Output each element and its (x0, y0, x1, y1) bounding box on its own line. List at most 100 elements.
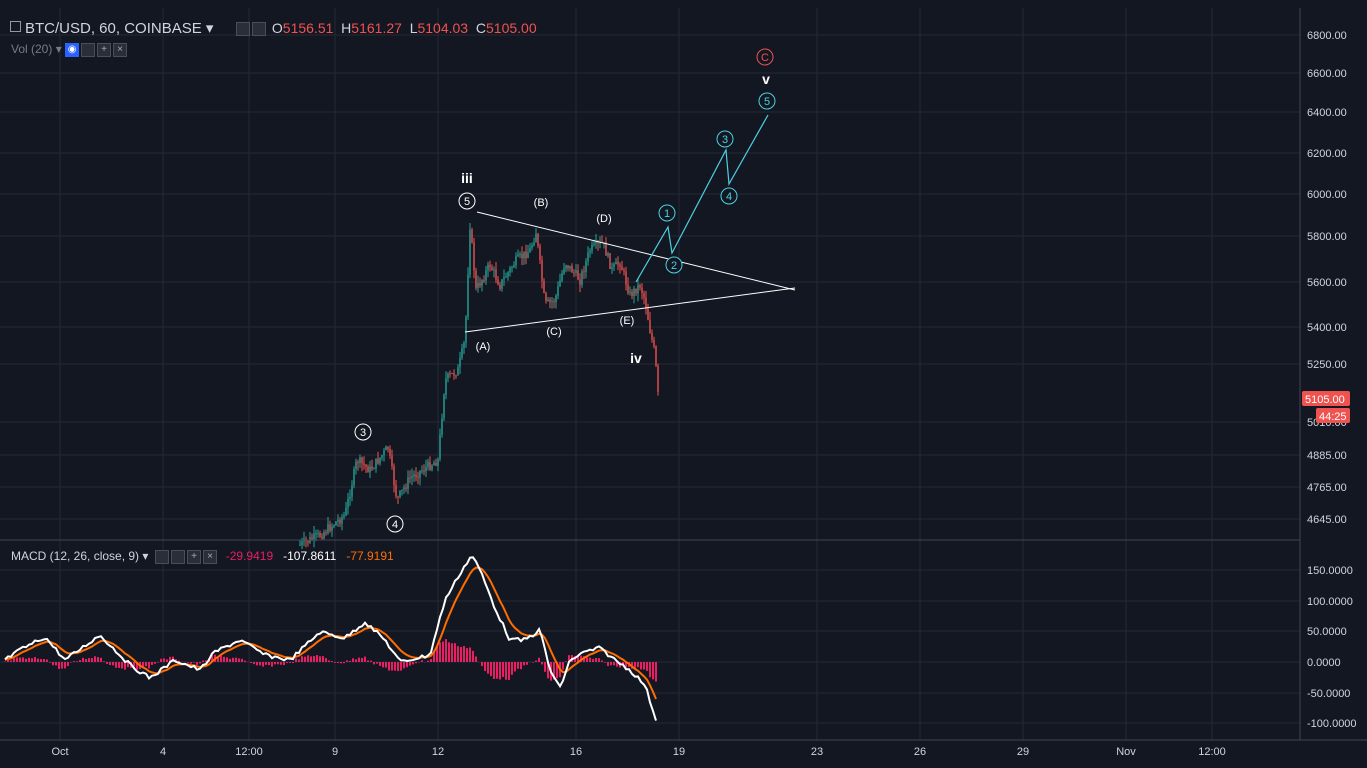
eye-icon[interactable] (236, 22, 250, 37)
macd-histogram-bar (67, 662, 69, 667)
candle-body (641, 287, 643, 294)
macd-histogram-bar (511, 662, 513, 675)
candle-body (531, 245, 533, 249)
macd-histogram-bar (211, 654, 213, 662)
candle-body (591, 244, 593, 251)
macd-histogram-bar (562, 662, 564, 670)
candle-body (353, 468, 355, 486)
candle-body (523, 251, 525, 259)
symbol-title[interactable]: BTC/USD, 60, COINBASE ▾ (10, 19, 213, 37)
candle-body (605, 242, 607, 256)
candle-body (455, 375, 457, 377)
time-axis[interactable]: Oct 4 12:00 9 12 16 19 23 26 29 Nov 12:00 (51, 746, 1225, 758)
macd-histogram-bar (265, 662, 267, 665)
macd-histogram-bar (304, 656, 306, 662)
proj-5-circle (758, 92, 776, 110)
price-tick: 4645.00 (1307, 514, 1347, 526)
macd-histogram-bar (235, 657, 237, 662)
macd-histogram-bar (337, 662, 339, 664)
macd-histogram-bar (484, 662, 486, 672)
macd-histogram-bar (22, 657, 24, 662)
candle-body (465, 316, 467, 343)
macd-histogram-bar (145, 662, 147, 667)
triangle-upper-line[interactable] (476, 211, 796, 291)
macd-histogram-bar (85, 659, 87, 662)
macd-histogram-bar (13, 658, 15, 662)
candle-body (415, 474, 417, 477)
visibility-icon[interactable]: ◉ (65, 42, 80, 57)
macd-histogram-bar (439, 642, 441, 662)
macd-histogram-bar (415, 662, 417, 664)
candle-body (517, 254, 519, 257)
close-icon[interactable]: × (113, 42, 128, 57)
macd-axis[interactable]: 150.0000 100.0000 50.0000 0.0000 -50.0000 -10… (1307, 565, 1357, 730)
proj-2-label: 2 (671, 260, 677, 272)
macd-histogram-bar (403, 662, 405, 669)
plus-icon[interactable]: + (187, 549, 202, 564)
macd-histogram-bar (367, 660, 369, 662)
visibility-icon[interactable] (155, 549, 170, 564)
candle-body (559, 280, 561, 287)
macd-histogram-bar (589, 657, 591, 662)
macd-histogram-bar (370, 660, 372, 662)
candle-body (557, 286, 559, 296)
candle-body (483, 280, 485, 282)
candle-body (655, 346, 657, 366)
candle-body (623, 270, 625, 272)
macd-histogram-bar (469, 647, 471, 662)
wave-C-label: (C) (546, 326, 561, 338)
candle-body (653, 339, 655, 347)
settings-icon[interactable] (81, 42, 96, 57)
chevron-down-icon[interactable]: ▾ (205, 20, 214, 37)
macd-histogram-bar (475, 656, 477, 662)
macd-histogram-bar (187, 662, 189, 663)
close-value: 5105.00 (486, 20, 537, 36)
settings-icon[interactable] (252, 22, 266, 37)
macd-histogram-bar (178, 660, 180, 662)
candle-body (379, 457, 381, 464)
macd-histogram-bar (565, 661, 567, 662)
macd-histogram-bar (307, 655, 309, 662)
macd-histogram-bar (463, 646, 465, 662)
triangle-trendlines[interactable] (464, 211, 796, 333)
plus-icon[interactable]: + (97, 42, 112, 57)
macd-histogram-bar (112, 662, 114, 666)
macd-line-value: -107.8611 (283, 549, 337, 563)
macd-histogram-bar (616, 662, 618, 667)
symbol-text[interactable]: BTC/USD, 60, COINBASE (25, 20, 202, 37)
macd-label[interactable]: MACD (12, 26, close, 9) ▾ + × -29.9419 -1… (11, 549, 394, 564)
macd-histogram-bar (202, 660, 204, 662)
candle-body (375, 458, 377, 469)
macd-histogram-bar (88, 658, 90, 662)
collapse-icon[interactable] (10, 21, 21, 32)
price-axis[interactable]: 6800.00 6600.00 6400.00 6200.00 6000.00 5800.… (1307, 30, 1347, 526)
candle-body (543, 280, 545, 293)
wave-iii-label: iii (461, 170, 473, 186)
settings-icon[interactable] (171, 549, 186, 564)
macd-histogram-bar (256, 662, 258, 666)
macd-histogram-bar (34, 657, 36, 662)
candle-body (479, 283, 481, 286)
close-icon[interactable]: × (203, 549, 218, 564)
candle-body (467, 274, 469, 317)
macd-histogram-bar (493, 662, 495, 679)
candle-body (637, 285, 639, 294)
macd-histogram-bar (604, 662, 606, 663)
price-tick: 6000.00 (1307, 189, 1347, 201)
time-tick: 16 (570, 746, 582, 758)
macd-signal-line (4, 566, 657, 700)
macd-histogram-bar (349, 660, 351, 662)
candle-body (529, 248, 531, 253)
projection-path[interactable] (635, 114, 769, 283)
macd-histogram-bar (595, 658, 597, 662)
candle-body (589, 250, 591, 253)
volume-indicator-label[interactable]: Vol (20) ▾ ◉ + × (11, 42, 129, 57)
candle-body (323, 532, 325, 539)
macd-histogram-bar (190, 662, 192, 664)
triangle-lower-line[interactable] (464, 287, 796, 333)
macd-histogram-bar (496, 662, 498, 679)
candle-body (509, 267, 511, 273)
macd-histogram-bar (94, 656, 96, 662)
time-tick: Nov (1116, 746, 1136, 758)
